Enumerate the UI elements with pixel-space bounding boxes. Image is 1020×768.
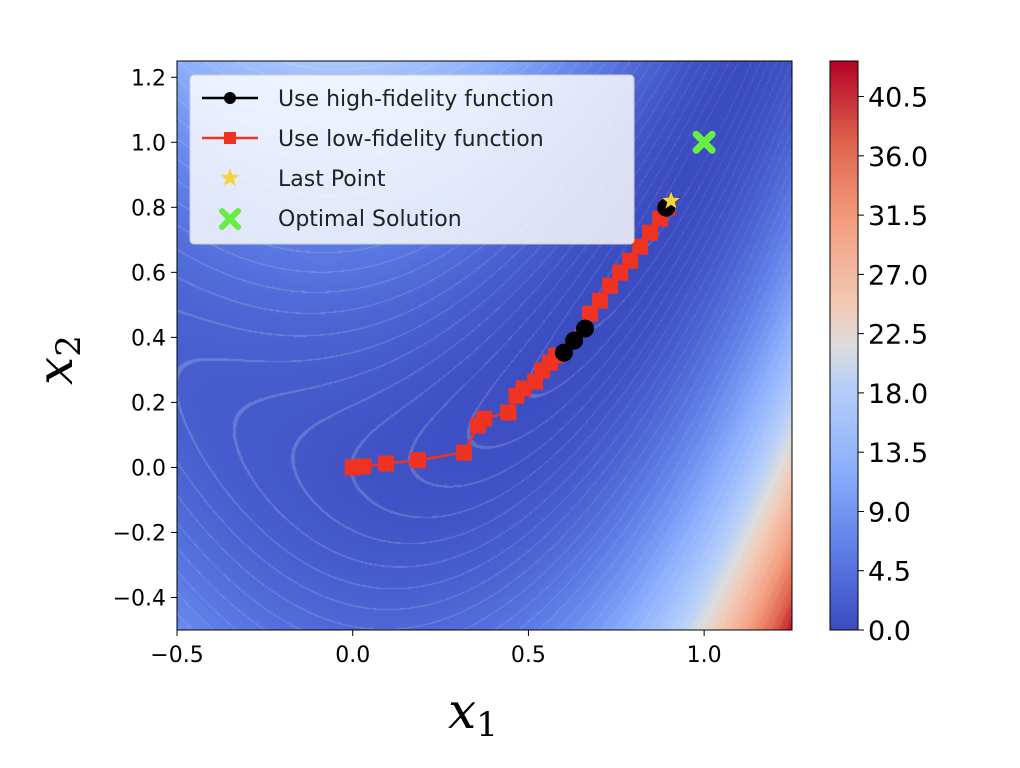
colorbar-tick-label: 22.5 — [868, 320, 928, 351]
legend-label: Use low-fidelity function — [278, 127, 544, 152]
y-tick-label: −0.4 — [113, 586, 166, 611]
y-tick-label: 0.0 — [131, 456, 166, 481]
x-ticks: −0.5 0.0 0.5 1.0 — [150, 630, 722, 668]
colorbar-tick-label: 13.5 — [868, 438, 928, 469]
y-tick-label: −0.2 — [113, 521, 166, 546]
low-fidelity-line — [352, 206, 669, 469]
legend-entry-optimal: Optimal Solution — [219, 207, 462, 232]
high-fidelity-point — [576, 319, 595, 338]
x-tick-label: −0.5 — [150, 643, 203, 668]
low-fidelity-point — [592, 292, 609, 309]
y-tick-label: 0.8 — [131, 196, 166, 221]
x-axis-label: x1 — [448, 682, 498, 745]
colorbar-gradient — [830, 61, 858, 630]
optimal-solution-x-icon — [692, 130, 716, 154]
low-fidelity-point — [378, 455, 395, 472]
legend-square-marker-icon — [224, 132, 236, 144]
low-fidelity-point — [476, 410, 493, 427]
y-tick-label: 0.2 — [131, 391, 166, 416]
y-axis-label: x2 — [26, 335, 89, 385]
legend-entry-low-fidelity: Use low-fidelity function — [202, 127, 544, 152]
high-fidelity-point — [554, 343, 573, 362]
colorbar-tick-label: 36.0 — [868, 142, 928, 173]
legend-label: Last Point — [278, 167, 386, 192]
legend-label: Optimal Solution — [278, 207, 462, 232]
legend-entry-high-fidelity: Use high-fidelity function — [202, 87, 554, 112]
colorbar-tick-label: 40.5 — [868, 83, 928, 114]
high-fidelity-point — [565, 331, 584, 350]
low-fidelity-point — [355, 458, 372, 475]
colorbar-tick-label: 4.5 — [868, 557, 911, 588]
legend: Use high-fidelity function Use low-fidel… — [189, 74, 635, 245]
colorbar-tick-label: 31.5 — [868, 201, 928, 232]
low-fidelity-point — [410, 452, 427, 469]
y-tick-label: 0.4 — [131, 326, 166, 351]
legend-entry-last-point: Last Point — [220, 167, 386, 192]
colorbar-tick-label: 18.0 — [868, 379, 928, 410]
low-fidelity-point — [500, 404, 517, 421]
x-tick-label: 1.0 — [687, 643, 722, 668]
colorbar-tick-label: 9.0 — [868, 497, 911, 528]
x-tick-label: 0.0 — [335, 643, 370, 668]
colorbar-ticks: 0.0 4.5 9.0 13.5 18.0 22.5 27.0 31.5 36.0 40.5 — [858, 83, 928, 647]
colorbar-tick-label: 0.0 — [868, 616, 911, 647]
last-point-star-icon — [660, 190, 682, 210]
y-ticks: −0.4 −0.2 0.0 0.2 0.4 0.6 0.8 1.0 1.2 — [113, 66, 177, 611]
plot-frame — [176, 60, 793, 631]
y-tick-label: 1.0 — [131, 131, 166, 156]
legend-star-icon — [220, 168, 240, 187]
colorbar-tick-label: 27.0 — [868, 260, 928, 291]
legend-circle-marker-icon — [224, 92, 236, 104]
legend-label: Use high-fidelity function — [278, 87, 554, 112]
low-fidelity-point — [581, 305, 598, 322]
legend-box — [189, 74, 635, 245]
low-fidelity-point — [632, 238, 649, 255]
low-fidelity-point — [612, 264, 629, 281]
low-fidelity-point — [601, 277, 618, 294]
y-tick-label: 0.6 — [131, 261, 166, 286]
low-fidelity-point — [642, 224, 659, 241]
low-fidelity-point — [621, 252, 638, 269]
x-tick-label: 0.5 — [511, 643, 546, 668]
low-fidelity-point — [456, 444, 473, 461]
series-layer — [344, 130, 716, 476]
colorbar-frame — [829, 60, 859, 631]
y-tick-label: 1.2 — [131, 66, 166, 91]
legend-x-marker-icon — [219, 208, 241, 230]
